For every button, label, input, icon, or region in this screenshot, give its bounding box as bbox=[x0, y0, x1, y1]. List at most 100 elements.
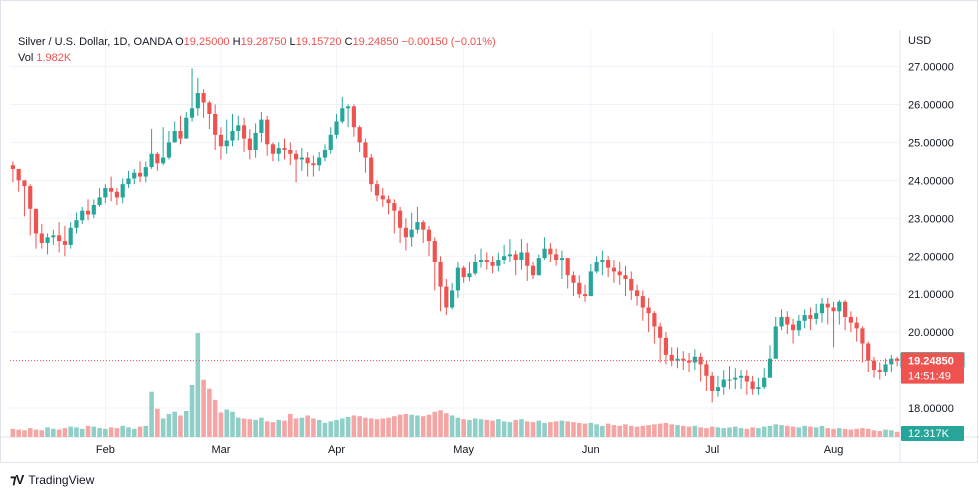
volume-bar bbox=[178, 415, 183, 437]
candle-body bbox=[392, 203, 397, 211]
candle-body bbox=[548, 248, 553, 255]
y-tick-label: 24.00000 bbox=[908, 175, 954, 187]
candle-body bbox=[317, 157, 322, 166]
volume-bar bbox=[276, 419, 282, 437]
volume-bar bbox=[692, 425, 698, 437]
candle-body bbox=[525, 252, 530, 266]
volume-bar bbox=[10, 428, 16, 437]
y-tick-label: 21.00000 bbox=[908, 289, 954, 301]
candle-body bbox=[403, 227, 408, 238]
volume-scale-box bbox=[901, 426, 964, 441]
volume-bar bbox=[288, 413, 293, 437]
volume-bar bbox=[149, 391, 154, 437]
volume-bar bbox=[542, 422, 547, 437]
candle-body bbox=[444, 286, 449, 308]
volume-bar bbox=[172, 411, 177, 437]
open-label: O bbox=[175, 36, 184, 48]
candle-body bbox=[305, 157, 310, 164]
volume-bar bbox=[51, 428, 56, 437]
candle-body bbox=[172, 131, 177, 143]
candle-body bbox=[189, 108, 195, 118]
candle-body bbox=[542, 248, 547, 259]
volume-bar bbox=[403, 413, 409, 437]
candle-body bbox=[276, 148, 281, 154]
candle-body bbox=[530, 265, 536, 276]
x-tick-label: Feb bbox=[96, 444, 115, 456]
candle-body bbox=[819, 303, 825, 314]
volume-bar bbox=[79, 428, 85, 437]
candle-body bbox=[588, 271, 593, 297]
volume-bar bbox=[207, 388, 212, 437]
candle-body bbox=[114, 191, 120, 198]
volume-bar bbox=[328, 421, 334, 437]
volume-bar bbox=[548, 422, 553, 437]
candle-body bbox=[22, 180, 27, 187]
volume-bar bbox=[657, 423, 663, 437]
candle-body bbox=[507, 254, 512, 257]
candle-body bbox=[288, 149, 293, 154]
brand-name[interactable]: TradingView bbox=[28, 473, 95, 487]
high-label: H bbox=[232, 36, 241, 48]
volume-bar bbox=[646, 425, 651, 437]
volume-bar bbox=[889, 430, 894, 437]
volume-bar bbox=[536, 420, 542, 437]
x-tick-label: May bbox=[453, 444, 474, 456]
candle-body bbox=[785, 316, 790, 325]
volume-bar bbox=[45, 427, 50, 437]
volume-bar bbox=[883, 429, 888, 437]
candle-body bbox=[750, 381, 755, 390]
candle-body bbox=[854, 322, 859, 329]
candle-body bbox=[345, 106, 351, 109]
candle-body bbox=[675, 358, 680, 361]
candle-body bbox=[478, 260, 484, 262]
volume-bar bbox=[594, 424, 599, 437]
volume-bar bbox=[432, 411, 438, 437]
candle-body bbox=[796, 320, 801, 331]
volume-bar bbox=[189, 385, 195, 437]
candle-body bbox=[236, 125, 241, 132]
candle-body bbox=[600, 260, 605, 262]
low-value: 19.15720 bbox=[295, 36, 342, 48]
close-label: C bbox=[344, 36, 353, 48]
y-tick-label: 18.00000 bbox=[908, 403, 954, 415]
volume-bar bbox=[467, 419, 472, 437]
volume-bar bbox=[160, 418, 166, 437]
tradingview-logo-icon[interactable]: ⁊V bbox=[10, 472, 24, 487]
volume-bar bbox=[808, 426, 813, 437]
last-price-box bbox=[901, 352, 964, 384]
candle-body bbox=[519, 252, 524, 261]
volume-bar bbox=[854, 428, 859, 437]
volume-bar bbox=[530, 422, 536, 437]
volume-bar bbox=[201, 379, 206, 437]
change-value: −0.00150 (−0.01%) bbox=[401, 36, 496, 48]
close-value: 19.24850 bbox=[352, 36, 399, 48]
candle-body bbox=[837, 301, 842, 312]
candle-body bbox=[721, 379, 726, 388]
candle-body bbox=[45, 237, 50, 243]
volume-bar bbox=[39, 430, 45, 437]
volume-bar bbox=[727, 427, 732, 437]
volume-bar bbox=[600, 425, 605, 437]
volume-bar bbox=[553, 421, 559, 437]
volume-bar bbox=[733, 426, 738, 437]
candle-body bbox=[213, 113, 218, 135]
volume-bar bbox=[490, 420, 495, 437]
candle-body bbox=[629, 279, 634, 291]
candle-body bbox=[10, 165, 15, 169]
candle-body bbox=[161, 157, 166, 164]
candle-body bbox=[669, 354, 674, 361]
volume-bar bbox=[22, 430, 27, 437]
volume-bar bbox=[103, 428, 108, 437]
volume-bar bbox=[767, 425, 773, 437]
volume-bar bbox=[247, 419, 253, 437]
candle-body bbox=[571, 275, 576, 283]
candle-body bbox=[473, 261, 478, 274]
volume-bar bbox=[663, 422, 669, 437]
candle-body bbox=[646, 307, 651, 314]
candle-body bbox=[883, 364, 888, 372]
candle-body bbox=[554, 254, 559, 261]
volume-bar bbox=[108, 427, 114, 437]
candle-body bbox=[438, 261, 443, 287]
